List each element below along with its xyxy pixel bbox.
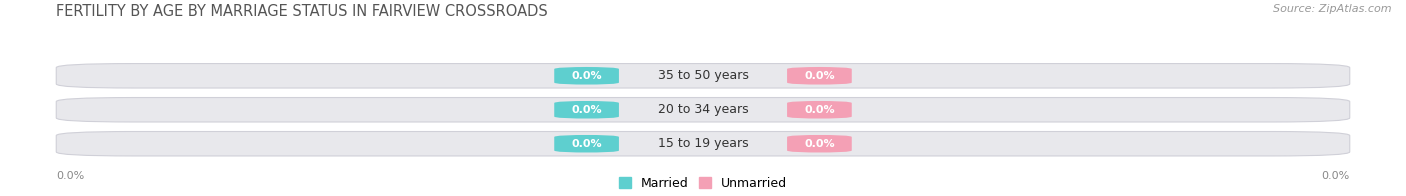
Text: 15 to 19 years: 15 to 19 years [658, 137, 748, 150]
Text: 0.0%: 0.0% [804, 71, 835, 81]
Text: 0.0%: 0.0% [804, 139, 835, 149]
FancyBboxPatch shape [787, 101, 852, 119]
Text: FERTILITY BY AGE BY MARRIAGE STATUS IN FAIRVIEW CROSSROADS: FERTILITY BY AGE BY MARRIAGE STATUS IN F… [56, 4, 548, 19]
FancyBboxPatch shape [56, 132, 1350, 156]
Text: 0.0%: 0.0% [1322, 171, 1350, 181]
Legend: Married, Unmarried: Married, Unmarried [619, 177, 787, 190]
FancyBboxPatch shape [787, 67, 852, 85]
Text: 0.0%: 0.0% [571, 105, 602, 115]
FancyBboxPatch shape [554, 135, 619, 152]
Text: 0.0%: 0.0% [571, 139, 602, 149]
Text: 0.0%: 0.0% [56, 171, 84, 181]
FancyBboxPatch shape [554, 67, 619, 85]
Text: 20 to 34 years: 20 to 34 years [658, 103, 748, 116]
Text: 0.0%: 0.0% [571, 71, 602, 81]
Text: Source: ZipAtlas.com: Source: ZipAtlas.com [1274, 4, 1392, 14]
Text: 0.0%: 0.0% [804, 105, 835, 115]
FancyBboxPatch shape [56, 98, 1350, 122]
FancyBboxPatch shape [56, 64, 1350, 88]
FancyBboxPatch shape [787, 135, 852, 152]
Text: 35 to 50 years: 35 to 50 years [658, 69, 748, 82]
FancyBboxPatch shape [554, 101, 619, 119]
